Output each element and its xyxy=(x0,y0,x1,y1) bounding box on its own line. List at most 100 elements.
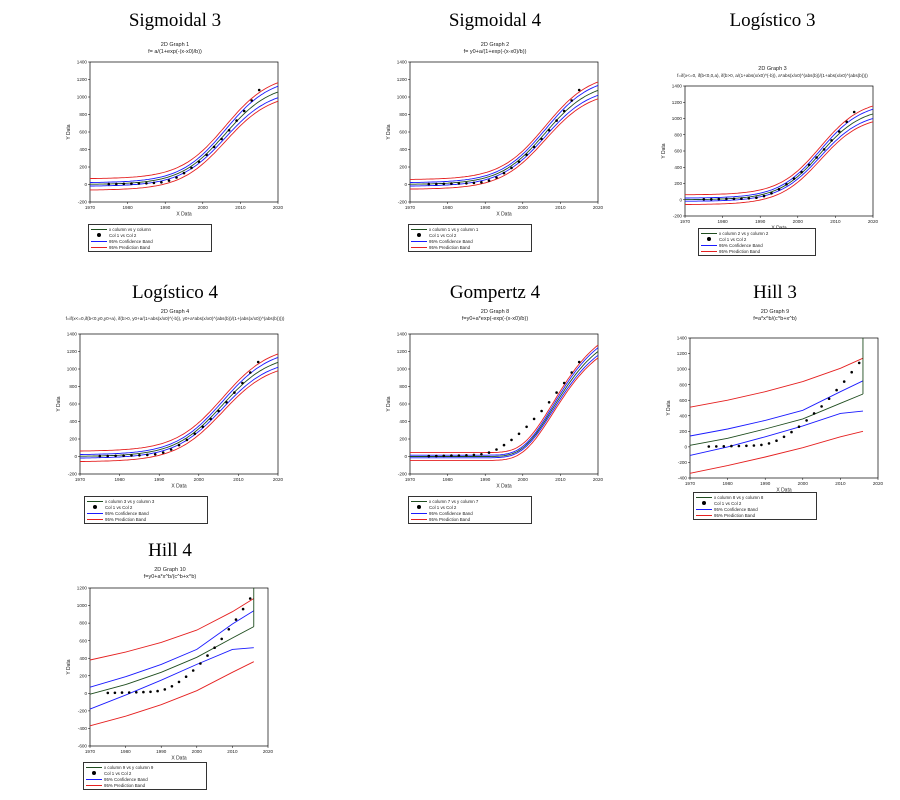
confidence-band-upper xyxy=(410,347,599,456)
chart-title: Sigmoidal 3 xyxy=(128,10,222,31)
legend-item-data: Col 1 vs Col 2 xyxy=(411,504,529,510)
legend-item-confidence: 95% Confidence Band xyxy=(701,242,813,248)
data-point xyxy=(120,691,124,694)
data-point xyxy=(442,182,446,186)
fit-curve xyxy=(689,393,864,446)
data-point xyxy=(435,182,438,186)
confidence-line-swatch xyxy=(91,238,107,244)
plot-frame xyxy=(409,61,599,203)
data-point xyxy=(570,371,573,374)
fit-curve xyxy=(89,626,255,695)
legend-label: x column vs y column xyxy=(109,226,151,232)
y-tick-label: 800 xyxy=(69,384,77,389)
data-point xyxy=(427,454,431,458)
data-point xyxy=(732,197,736,201)
legend-item-fit: x column 9 vs y column 9 xyxy=(86,764,204,770)
legend-label: 95% Confidence Band xyxy=(109,238,153,244)
data-point xyxy=(153,453,157,456)
x-tick-label: 1980 xyxy=(114,477,125,482)
y-tick-label: 0 xyxy=(84,691,87,696)
x-tick-label: 2020 xyxy=(263,749,274,754)
data-point xyxy=(175,176,178,179)
confidence-line-swatch xyxy=(86,776,102,782)
data-point xyxy=(707,445,711,448)
y-tick-label: 1400 xyxy=(77,60,88,65)
data-point xyxy=(156,689,159,693)
data-point xyxy=(248,597,252,600)
legend-item-confidence: 95% Confidence Band xyxy=(696,506,814,512)
data-point xyxy=(547,401,551,404)
data-point xyxy=(775,439,778,442)
y-tick-label: 200 xyxy=(79,673,87,678)
legend-item-confidence: 95% Confidence Band xyxy=(91,238,209,244)
y-axis-label: Y Data xyxy=(661,143,667,158)
data-point xyxy=(472,181,476,185)
data-point xyxy=(827,397,831,400)
chart-title: Gompertz 4 xyxy=(449,282,541,303)
x-tick-label: 1990 xyxy=(755,219,766,224)
y-tick-label: 1400 xyxy=(397,60,408,65)
y-tick-label: 1000 xyxy=(397,95,408,100)
y-tick-label: 400 xyxy=(79,656,87,661)
data-point xyxy=(106,454,109,458)
formula: f= a/(1+exp(-(x-x0)/b)) xyxy=(148,49,202,55)
legend-label: 95% Prediction Band xyxy=(714,512,756,518)
y-tick-label: 1000 xyxy=(677,367,688,372)
x-tick-label: 2020 xyxy=(873,481,884,486)
legend-item-fit: x column 2 vs y column 2 xyxy=(701,230,813,236)
graph-name: 2D Graph 1 xyxy=(160,42,190,48)
curves-group xyxy=(410,344,599,461)
x-tick-label: 1970 xyxy=(685,481,696,486)
chart-title: Hill 4 xyxy=(148,540,192,561)
legend-label: 95% Prediction Band xyxy=(719,248,761,254)
x-tick-label: 2010 xyxy=(555,205,566,210)
chart-legend: x column 8 vs y column 8 Col 1 vs Col 2 … xyxy=(693,492,817,520)
chart-panel-hill-3: Hill 3 2D Graph 9 f=a*x^b/(c^b+x^b) -400… xyxy=(660,282,890,532)
data-point xyxy=(145,182,148,185)
data-point xyxy=(227,129,231,132)
y-tick-label: 1000 xyxy=(77,95,88,100)
x-tick-label: 1990 xyxy=(156,749,167,754)
legend-item-fit: x column 7 vs y column 7 xyxy=(411,498,529,504)
x-tick-label: 2000 xyxy=(798,481,809,486)
legend-label: Col 1 vs Col 2 xyxy=(714,500,742,506)
y-tick-label: 400 xyxy=(399,147,407,152)
legend-label: x column 9 vs y column 9 xyxy=(104,764,154,770)
data-point xyxy=(190,166,193,170)
data-point xyxy=(199,662,202,665)
chart-panel-sigmoidal-4: Sigmoidal 4 2D Graph 2 f= y0+a/(1+exp(-(… xyxy=(380,10,610,270)
legend-label: x column 7 vs y column 7 xyxy=(429,498,479,504)
fit-curve xyxy=(410,351,599,457)
legend-label: Col 1 vs Col 2 xyxy=(429,232,457,238)
data-point-swatch xyxy=(411,232,427,238)
legend-label: 95% Confidence Band xyxy=(429,238,473,244)
legend-label: Col 1 vs Col 2 xyxy=(429,504,457,510)
prediction-band-upper xyxy=(685,105,874,196)
confidence-band-upper xyxy=(689,380,864,437)
data-point xyxy=(540,409,543,413)
x-tick-label: 1990 xyxy=(154,477,165,482)
confidence-band-lower xyxy=(89,647,254,710)
data-point xyxy=(852,110,856,114)
y-tick-label: 1400 xyxy=(67,332,78,337)
x-tick-label: 2020 xyxy=(868,219,879,224)
data-point xyxy=(747,197,751,200)
x-tick-label: 2020 xyxy=(273,205,284,210)
data-point-swatch xyxy=(411,504,427,510)
data-point xyxy=(137,182,141,185)
chart-plot: -600 -400 -200 0 200 400 600 800 1000 1200 1970 198… xyxy=(66,586,274,762)
chart-title: Hill 3 xyxy=(753,282,797,303)
data-point-swatch xyxy=(91,232,107,238)
data-point xyxy=(235,119,238,122)
legend-item-fit: x column 1 vs y column 1 xyxy=(411,226,529,232)
data-point xyxy=(205,153,208,157)
legend-label: 95% Prediction Band xyxy=(105,516,147,522)
legend-item-data: Col 1 vs Col 2 xyxy=(701,236,813,242)
data-point xyxy=(220,137,223,141)
y-axis-label: Y Data xyxy=(386,396,392,411)
data-point xyxy=(450,182,453,185)
confidence-band-upper xyxy=(89,610,255,688)
chart-panel-hill-4: Hill 4 2D Graph 10 f=y0+a*x^b/(c^b+x^b) … xyxy=(60,540,280,798)
y-tick-label: 400 xyxy=(399,419,407,424)
data-point xyxy=(837,130,841,133)
